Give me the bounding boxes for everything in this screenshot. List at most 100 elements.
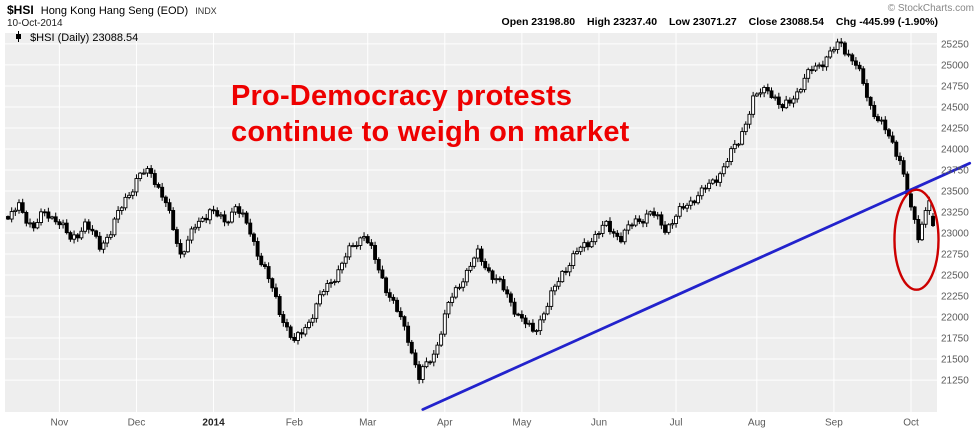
candle-body (354, 244, 359, 247)
candle-body (446, 301, 451, 315)
candle-body (633, 218, 638, 226)
candle-body (420, 366, 425, 380)
y-axis-label: 24250 (941, 123, 969, 134)
candle-body (696, 195, 701, 204)
candle-body (516, 313, 521, 316)
candle-body (736, 143, 741, 146)
y-axis-label: 23000 (941, 229, 969, 240)
support-trendline (421, 161, 972, 411)
candle-body (204, 217, 209, 221)
candle-body (28, 222, 32, 225)
candle-body (652, 211, 656, 216)
candle-body (758, 92, 763, 95)
candle-body (505, 289, 510, 295)
candle-body (395, 299, 400, 312)
candle-body (178, 243, 183, 255)
candle-body (747, 113, 752, 125)
candle-body (530, 322, 535, 332)
candle-body (259, 255, 264, 266)
candle-body (90, 228, 95, 232)
candle-body (898, 155, 902, 162)
candle-body (586, 242, 590, 248)
candle-body (828, 50, 833, 58)
candle-body (409, 341, 414, 354)
candle-body (347, 245, 352, 258)
candle-body (442, 313, 447, 335)
candle-body (574, 251, 579, 255)
x-axis-year-label: 2014 (202, 418, 225, 429)
candle-body (207, 209, 212, 221)
candle-body (380, 269, 385, 279)
candle-body (501, 279, 506, 291)
candle-body (644, 213, 649, 224)
candle-body (879, 119, 884, 122)
candle-body (655, 214, 660, 217)
candle-body (556, 281, 561, 287)
candle-body (233, 206, 238, 213)
candle-body (541, 313, 546, 321)
candle-body (534, 330, 539, 333)
candle-body (79, 230, 84, 239)
candle-body (817, 64, 822, 67)
candle-body (376, 259, 381, 271)
candle-body (765, 87, 770, 92)
candle-body (450, 296, 455, 303)
candle-body (619, 235, 623, 243)
candle-body (270, 278, 275, 289)
y-axis-label: 21750 (941, 334, 969, 345)
candle-body (567, 265, 572, 273)
close-quote: Close 23088.54 (748, 16, 824, 28)
candle-body (571, 253, 576, 267)
candle-body (362, 236, 367, 239)
candle-body (303, 326, 308, 335)
candle-body (486, 267, 491, 272)
candle-body (46, 211, 51, 219)
candle-body (681, 206, 686, 209)
y-axis-label: 22500 (941, 271, 969, 282)
candle-body (699, 187, 704, 197)
candle-body (663, 224, 667, 233)
candle-body (802, 77, 807, 91)
candle-body (923, 210, 928, 225)
candle-body (523, 317, 528, 325)
plot-background (5, 33, 937, 412)
candle-body (597, 232, 601, 235)
candle-body (857, 64, 862, 70)
candle-body (215, 210, 220, 217)
candle-body (318, 294, 322, 305)
change-quote: Chg -445.99 (-1.90%) (835, 16, 938, 28)
candle-body (864, 83, 869, 98)
candle-body (160, 186, 165, 198)
candle-body (472, 257, 477, 267)
candle-body (292, 336, 297, 341)
candle-body (703, 187, 708, 190)
exchange-tag: INDX (195, 6, 217, 16)
candle-body (189, 228, 194, 241)
candle-body (50, 216, 54, 219)
candle-body (141, 172, 146, 175)
y-axis-label: 22250 (941, 292, 969, 303)
candle-body (773, 96, 778, 99)
candle-body (75, 234, 80, 239)
candle-body (428, 361, 433, 364)
candle-body (809, 69, 814, 72)
candle-body (163, 196, 168, 204)
candle-body (174, 229, 179, 244)
candle-body (332, 281, 337, 284)
candle-body (475, 248, 480, 259)
candle-body (42, 211, 47, 214)
candle-body (211, 209, 216, 212)
x-axis-month-label: Sep (825, 418, 843, 429)
candle-body (494, 278, 499, 281)
candle-body (274, 287, 278, 297)
candle-body (402, 316, 407, 327)
candle-body (931, 215, 935, 227)
x-axis-month-label: Apr (437, 418, 453, 429)
x-axis-month-label: Oct (903, 418, 919, 429)
candle-body (130, 191, 135, 196)
candle-body (307, 321, 311, 328)
candle-body (611, 231, 616, 234)
candle-body (578, 246, 583, 253)
candle-body (820, 64, 825, 68)
candle-body (813, 65, 818, 71)
